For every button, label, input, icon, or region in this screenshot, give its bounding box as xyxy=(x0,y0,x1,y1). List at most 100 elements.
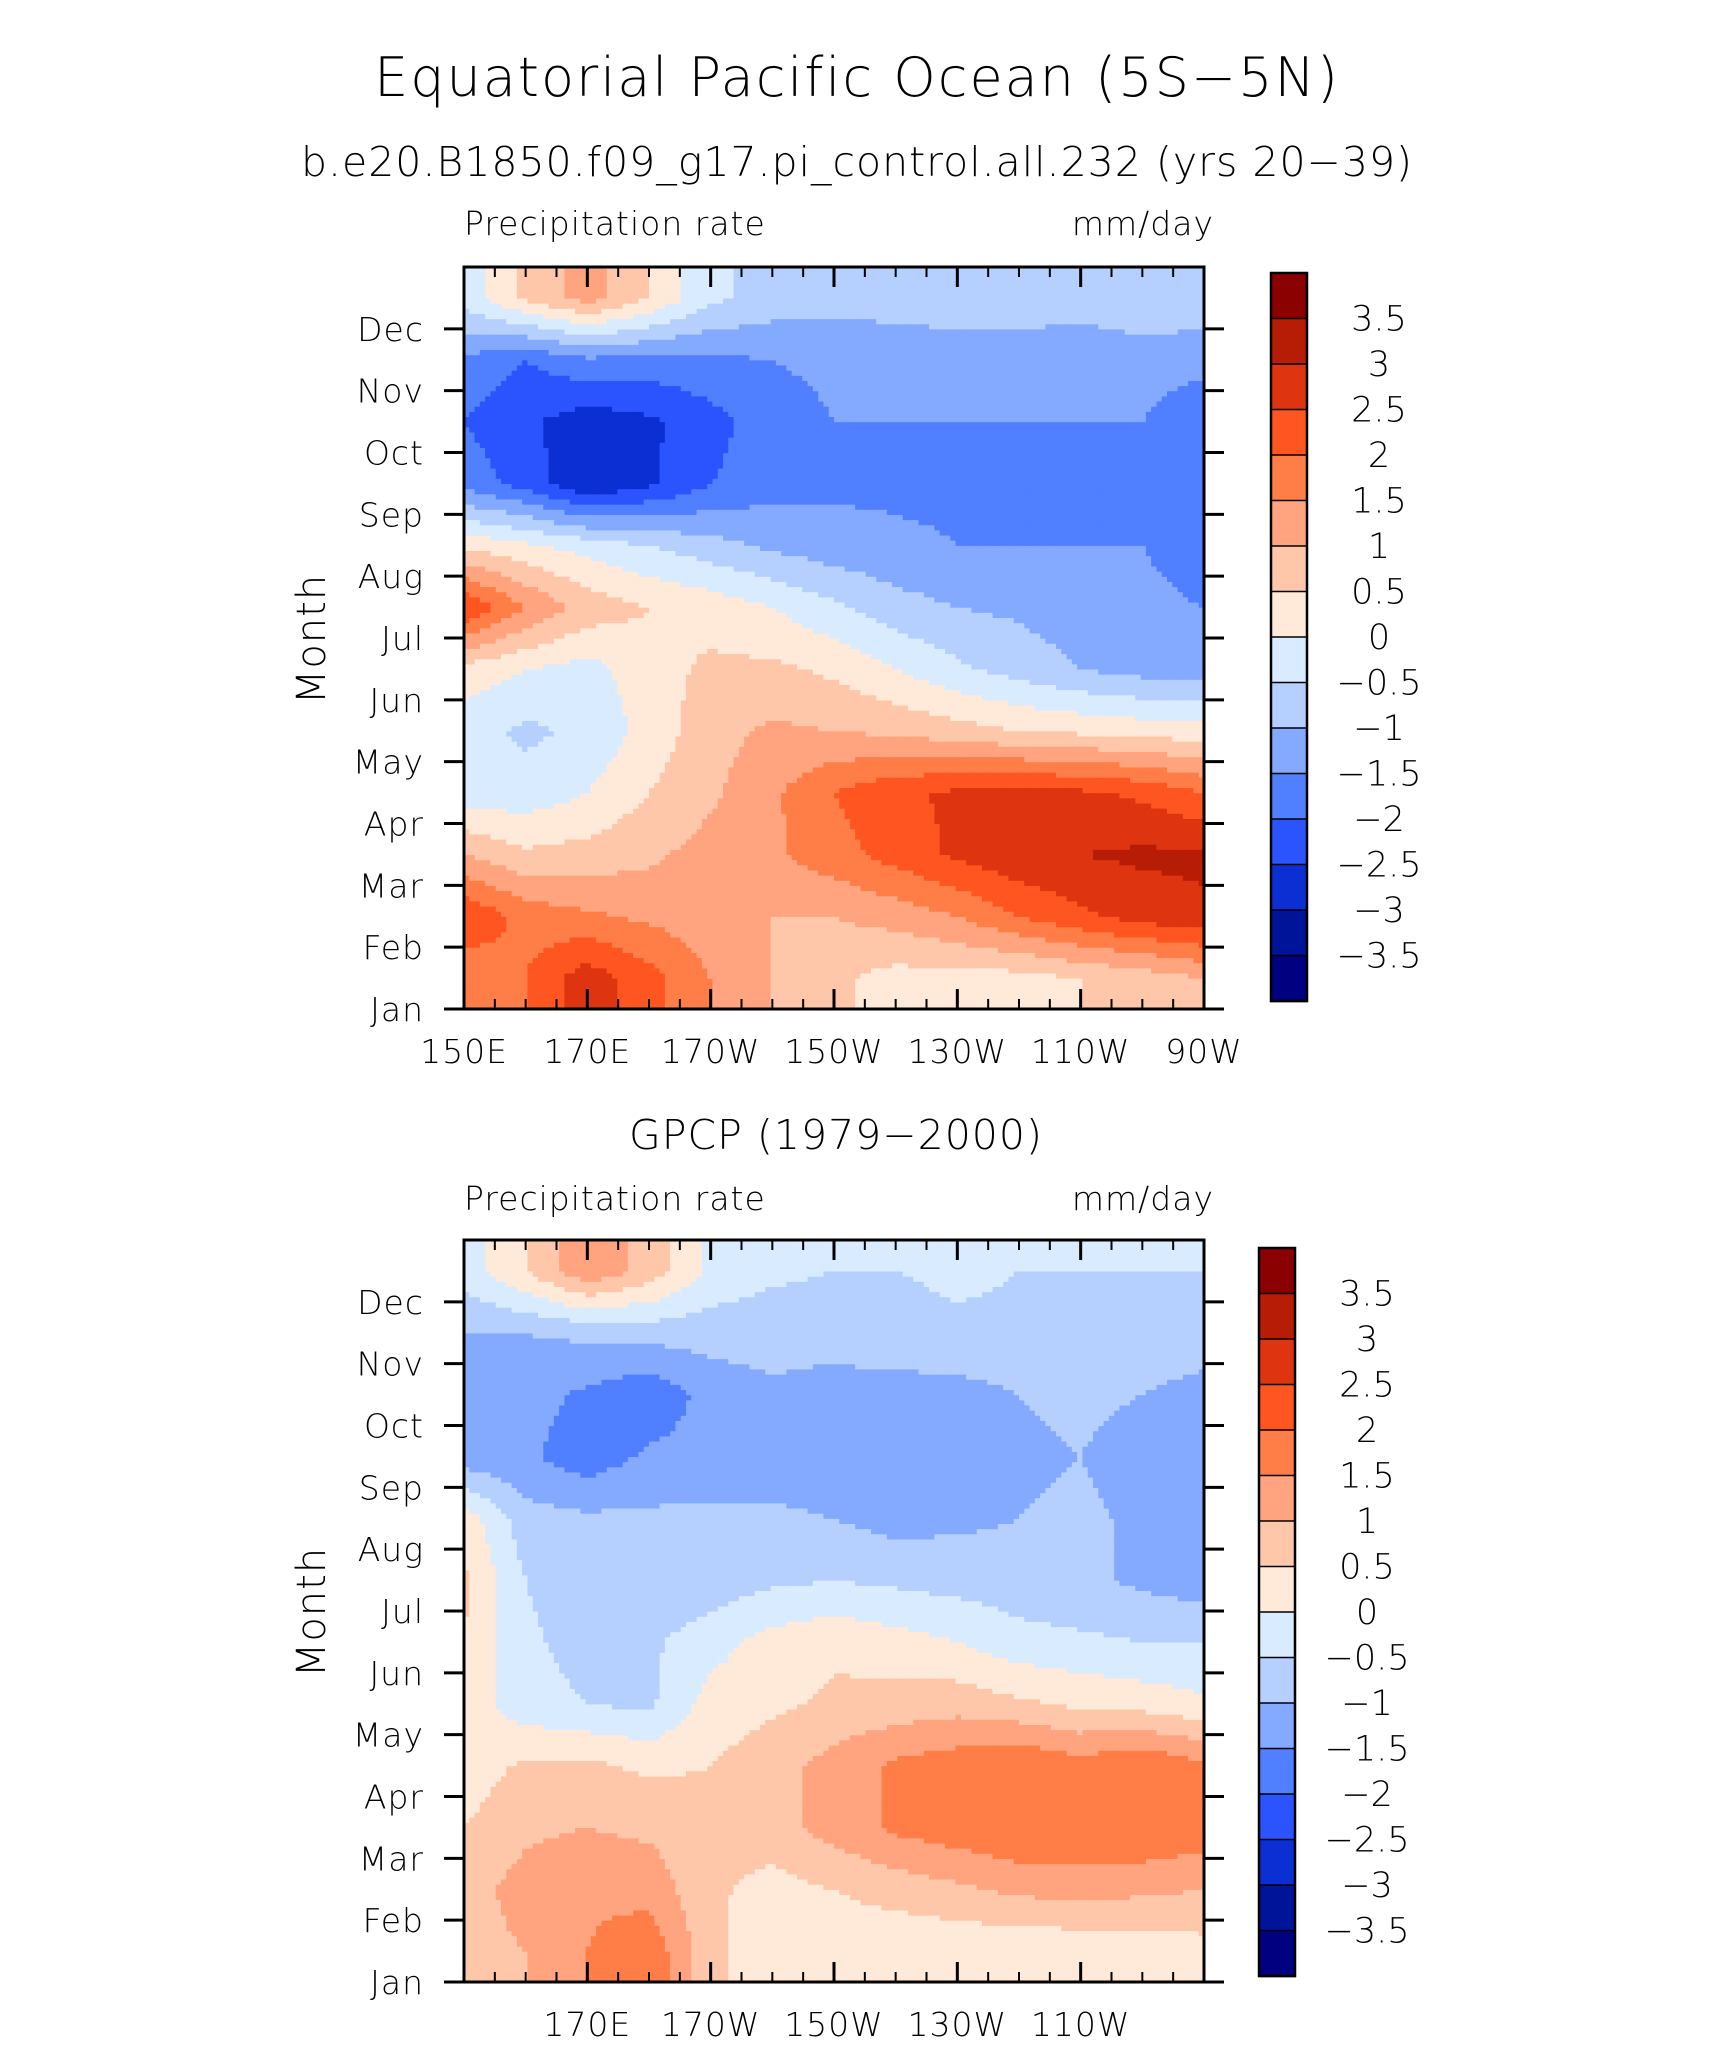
contour-cell xyxy=(955,952,962,959)
contour-cell xyxy=(717,942,724,948)
contour-cell xyxy=(791,988,798,995)
contour-cell xyxy=(971,890,978,897)
contour-cell xyxy=(511,978,518,984)
contour-cell xyxy=(797,895,803,902)
contour-cell xyxy=(834,967,840,974)
contour-cell xyxy=(939,988,946,995)
contour-cell xyxy=(733,942,740,948)
contour-cell xyxy=(855,957,862,964)
contour-cell xyxy=(812,962,819,969)
contour-cell xyxy=(786,916,793,922)
contour-cell xyxy=(516,895,523,902)
contour-cell xyxy=(765,936,772,943)
contour-cell xyxy=(1193,880,1200,886)
contour-cell xyxy=(638,849,645,856)
contour-cell xyxy=(807,823,814,830)
contour-cell xyxy=(728,890,735,897)
contour-cell xyxy=(1108,864,1115,871)
contour-cell xyxy=(744,838,751,845)
contour-cell xyxy=(797,838,803,845)
contour-cell xyxy=(849,890,856,897)
contour-cell xyxy=(749,849,756,856)
contour-cell xyxy=(712,900,719,907)
contour-cell xyxy=(1188,962,1195,969)
contour-cell xyxy=(1161,972,1168,979)
contour-cell xyxy=(876,936,883,943)
contour-cell xyxy=(997,869,1004,876)
contour-cell xyxy=(839,936,846,943)
contour-cell xyxy=(606,988,613,995)
contour-cell xyxy=(601,900,608,907)
contour-cell xyxy=(495,988,502,995)
contour-cell xyxy=(1182,828,1189,835)
contour-cell xyxy=(543,952,550,959)
contour-cell xyxy=(1050,967,1057,974)
contour-cell xyxy=(807,978,814,984)
contour-cell xyxy=(1034,942,1041,948)
contour-cell xyxy=(834,885,840,892)
contour-cell xyxy=(548,942,555,948)
contour-cell xyxy=(871,957,877,964)
contour-cell xyxy=(564,885,571,892)
contour-cell xyxy=(617,844,624,850)
contour-cell xyxy=(823,844,830,850)
contour-cell xyxy=(1061,983,1068,989)
contour-cell xyxy=(485,833,492,840)
contour-cell xyxy=(543,978,550,984)
contour-cell xyxy=(548,844,555,850)
contour-cell xyxy=(775,859,782,866)
contour-cell xyxy=(1056,916,1062,922)
contour-cell xyxy=(728,972,735,979)
contour-cell xyxy=(464,983,470,989)
contour-cell xyxy=(1034,1003,1041,1010)
contour-cell xyxy=(659,895,666,902)
contour-cell xyxy=(834,823,840,830)
contour-cell xyxy=(633,921,640,928)
contour-cell xyxy=(908,993,914,1000)
contour-cell xyxy=(696,993,703,1000)
contour-cell xyxy=(1061,993,1068,1000)
contour-cell xyxy=(775,978,782,984)
contour-cell xyxy=(712,983,719,989)
contour-cell xyxy=(1156,854,1163,861)
contour-cell xyxy=(886,988,893,995)
contour-cell xyxy=(516,880,523,886)
contour-cell xyxy=(1040,911,1047,917)
contour-cell xyxy=(1172,833,1179,840)
contour-cell xyxy=(775,911,782,917)
contour-cell xyxy=(876,869,883,876)
contour-cell xyxy=(738,895,745,902)
contour-cell xyxy=(1140,880,1147,886)
contour-cell xyxy=(844,983,851,989)
contour-cell xyxy=(876,931,883,938)
contour-cell xyxy=(696,844,703,850)
contour-cell xyxy=(855,978,862,984)
contour-cell xyxy=(479,859,486,866)
contour-cell xyxy=(982,998,988,1005)
contour-cell xyxy=(1056,900,1062,907)
contour-cell xyxy=(1108,967,1115,974)
contour-cell xyxy=(606,921,613,928)
contour-cell xyxy=(934,849,941,856)
contour-cell xyxy=(897,936,904,943)
contour-cell xyxy=(950,833,957,840)
contour-cell xyxy=(1114,838,1121,845)
contour-cell xyxy=(643,838,650,845)
contour-cell xyxy=(696,926,703,933)
contour-cell xyxy=(855,967,862,974)
contour-cell xyxy=(834,916,840,922)
contour-cell xyxy=(469,957,476,964)
contour-cell xyxy=(606,838,613,845)
contour-cell xyxy=(511,983,518,989)
contour-cell xyxy=(553,823,560,830)
contour-cell xyxy=(897,998,904,1005)
contour-cell xyxy=(1198,921,1205,928)
contour-cell xyxy=(1140,972,1147,979)
contour-cell xyxy=(987,1003,994,1010)
contour-cell xyxy=(1161,988,1168,995)
contour-cell xyxy=(749,895,756,902)
contour-cell xyxy=(797,844,803,850)
contour-cell xyxy=(781,983,788,989)
contour-cell xyxy=(506,869,513,876)
contour-cell xyxy=(1087,880,1094,886)
